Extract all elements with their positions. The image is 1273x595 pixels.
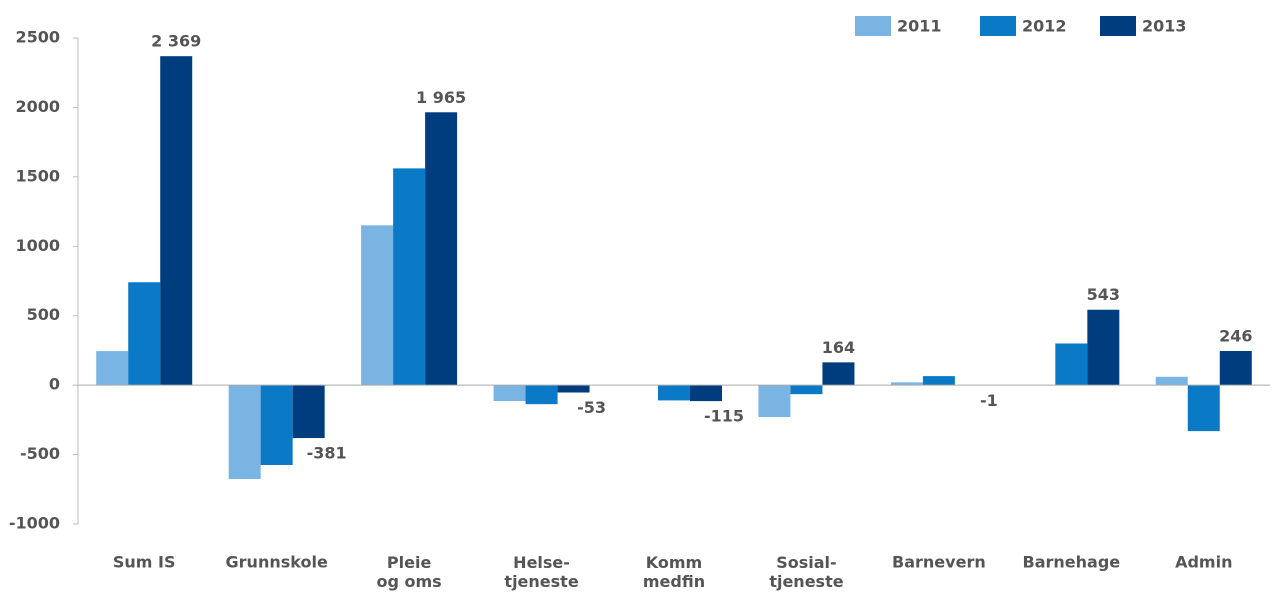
value-label: 246 <box>1219 326 1252 345</box>
bar <box>922 376 955 386</box>
value-label: 164 <box>822 338 855 357</box>
x-tick-label: Admin <box>1175 553 1232 572</box>
value-label: -53 <box>577 398 606 417</box>
bar <box>822 362 855 386</box>
bar <box>1219 350 1252 386</box>
bar <box>1087 309 1120 386</box>
legend-label: 2011 <box>897 17 942 36</box>
bar <box>790 385 823 395</box>
x-tick-label: Barnehage <box>1023 553 1121 572</box>
bar <box>228 385 261 480</box>
bar <box>525 385 558 405</box>
y-tick-label: 1000 <box>15 236 60 255</box>
legend-swatch <box>980 16 1016 36</box>
value-label: 2 369 <box>151 32 201 51</box>
y-tick-label: 2000 <box>15 97 60 116</box>
x-tick-label: Sosial-tjeneste <box>769 553 843 591</box>
bar <box>361 225 394 386</box>
bar <box>658 385 690 401</box>
y-tick-label: 0 <box>49 375 60 394</box>
bar <box>890 382 923 386</box>
legend-label: 2012 <box>1022 17 1067 36</box>
x-tick-label: Helse-tjeneste <box>504 553 578 591</box>
bar <box>690 385 722 402</box>
y-tick-label: 1500 <box>15 166 60 185</box>
bar <box>1187 385 1220 432</box>
x-tick-label: Pleie og oms <box>377 553 442 591</box>
value-label: 543 <box>1087 285 1120 304</box>
value-label: 1 965 <box>416 88 466 107</box>
legend-swatch <box>1100 16 1136 36</box>
legend-swatch <box>855 16 891 36</box>
bar <box>493 385 526 402</box>
y-tick-label: -1000 <box>9 514 60 533</box>
x-tick-label: Grunnskole <box>226 553 328 572</box>
x-tick-label: Barnevern <box>892 553 986 572</box>
value-label: -115 <box>704 407 744 426</box>
value-label: -1 <box>980 391 998 410</box>
bar <box>96 351 129 386</box>
bar <box>393 168 426 386</box>
bar <box>758 385 791 418</box>
x-tick-label: Sum IS <box>113 553 176 572</box>
value-label: -381 <box>307 444 347 463</box>
bar <box>1055 343 1088 386</box>
legend-label: 2013 <box>1142 17 1187 36</box>
x-tick-label: Komm medfin <box>643 553 705 591</box>
bar <box>128 282 161 386</box>
bar <box>260 385 293 465</box>
bar <box>292 385 325 439</box>
y-tick-label: 500 <box>27 305 60 324</box>
bar <box>160 56 193 386</box>
y-tick-label: 2500 <box>15 28 60 47</box>
bar <box>1155 376 1188 386</box>
y-tick-label: -500 <box>20 444 60 463</box>
bar <box>425 112 458 386</box>
bar <box>557 385 590 393</box>
